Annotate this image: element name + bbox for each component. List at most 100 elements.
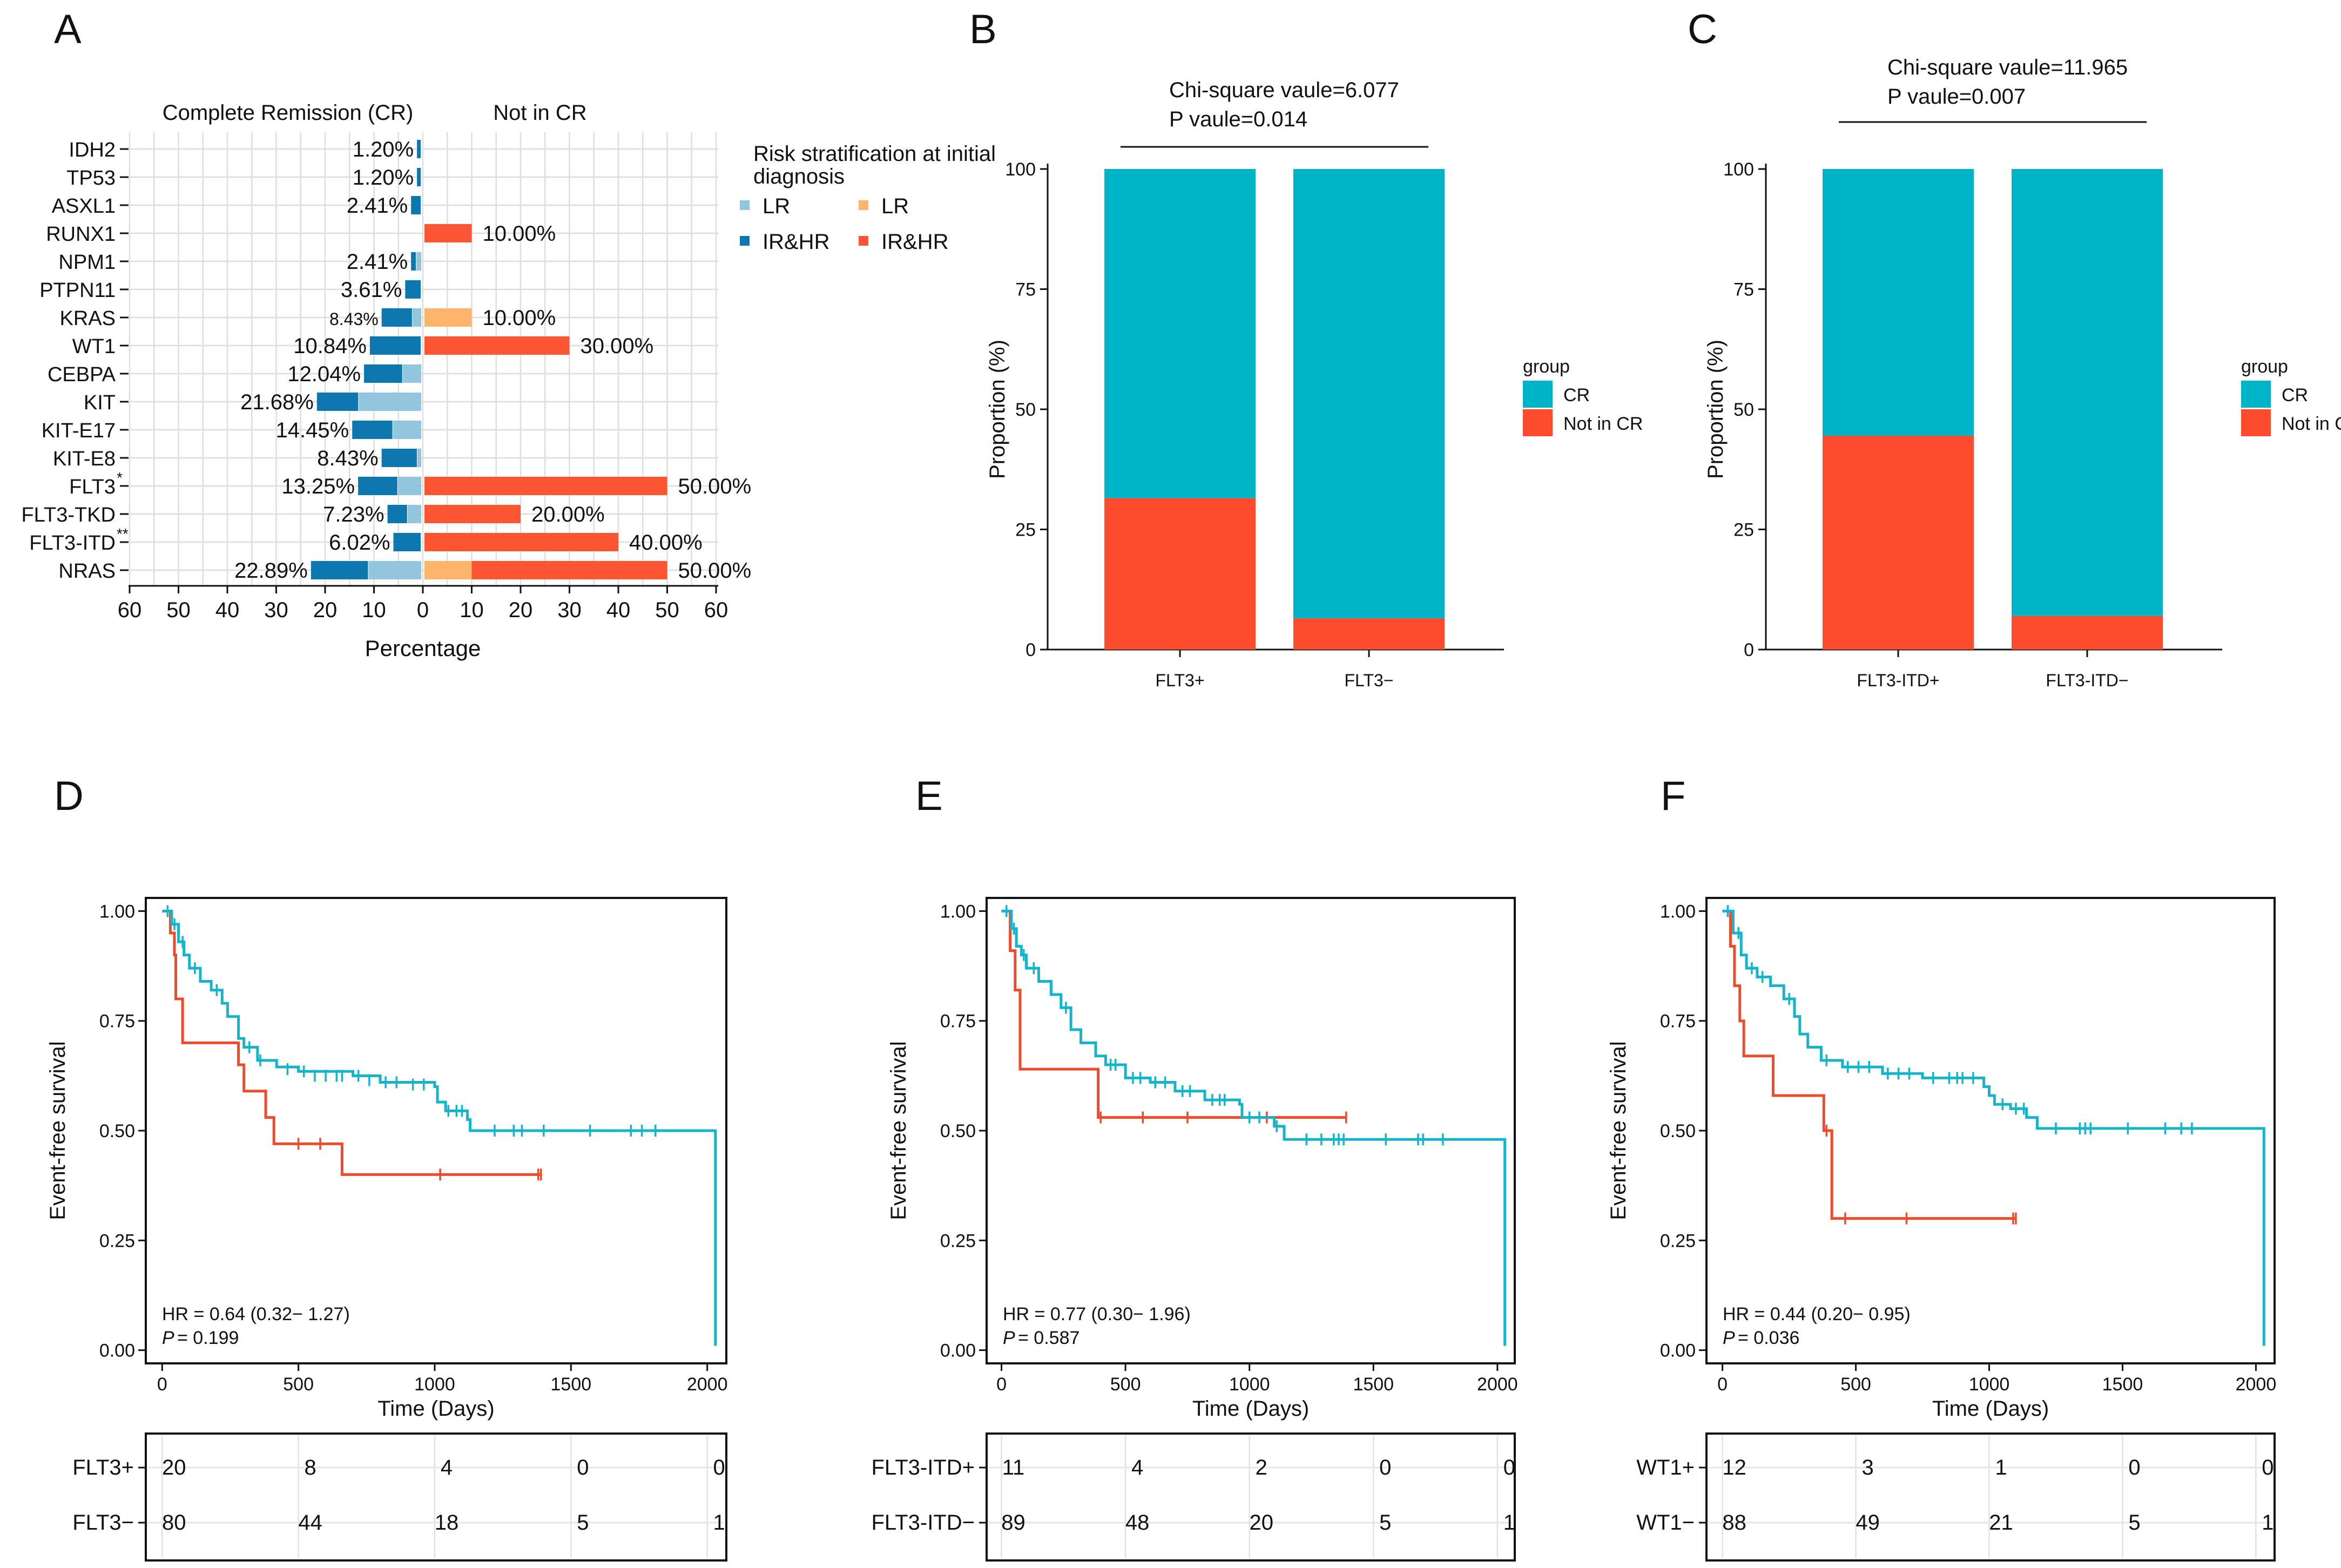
bar-cr-lr — [412, 308, 421, 327]
bar-segment-not-in-cr — [1823, 435, 1974, 650]
risk-table-count: 5 — [2128, 1511, 2140, 1535]
cr-percent-label: 7.23% — [323, 503, 384, 526]
risk-table-count: 1 — [1995, 1456, 2007, 1479]
panel-letter-A: A — [54, 6, 82, 52]
risk-table-row-label: WT1− — [1636, 1511, 1695, 1535]
risk-table-count: 0 — [2128, 1456, 2140, 1479]
risk-table-row-label: WT1+ — [1636, 1456, 1695, 1479]
legend-label-not-in-cr: Not in CR — [1563, 414, 1643, 434]
bar-segment-not-in-cr — [1293, 618, 1445, 650]
bar-cr-lr — [393, 421, 421, 439]
cr-percent-label: 1.20% — [353, 166, 414, 190]
legend-title: group — [1523, 356, 1570, 377]
bar-segment-cr — [1823, 169, 1974, 436]
panel-c-stacked-bar-chart: 0 25 50 75 100 FLT3-ITD+ FLT3-ITD− Proportion (… — [1704, 56, 2341, 690]
legend-label: IR&HR — [763, 230, 829, 254]
y-axis-title: Event-free survival — [887, 1041, 910, 1220]
x-tick-label: FLT3-ITD+ — [1857, 671, 1939, 690]
risk-table-count: 18 — [435, 1511, 459, 1535]
panel-d-risk-table: FLT3+ 20 8 4 0 0 FLT3− 80 44 18 5 1 — [72, 1432, 727, 1562]
survival-curve-flt3- — [162, 909, 717, 1346]
x-axis-title: Time (Days) — [1932, 1397, 2049, 1421]
y-tick-label: 25 — [1015, 520, 1036, 540]
not-cr-percent-label: 20.00% — [531, 503, 605, 526]
cr-percent-label: 1.20% — [353, 138, 414, 161]
survival-curve-wt1- — [1722, 909, 2265, 1346]
not-cr-percent-label: 10.00% — [483, 222, 556, 246]
x-tick-label: FLT3− — [1345, 671, 1394, 690]
bar-not-cr-lr — [424, 308, 472, 327]
risk-table-count: 0 — [577, 1456, 589, 1479]
y-tick-label: 0.00 — [940, 1341, 976, 1361]
bar-not-cr-ir-hr — [424, 224, 472, 242]
x-tick-label: 500 — [1840, 1374, 1871, 1395]
bar-not-cr-ir-hr — [424, 533, 618, 551]
bar-cr-lr — [407, 505, 421, 523]
y-tick-label: 0.50 — [940, 1121, 976, 1141]
hazard-ratio-text: HR = 0.77 (0.30− 1.96) — [1003, 1304, 1191, 1324]
legend-title: group — [2241, 356, 2288, 377]
bar-segment-not-in-cr — [2012, 616, 2163, 650]
panel-f-kaplan-meier: 0.000.250.500.751.000 500 1000 1500 2000Time… — [1607, 897, 2276, 1562]
x-tick-label: 40 — [606, 598, 631, 622]
p-value-text: = 0.199 — [177, 1328, 239, 1348]
hazard-ratio-text: HR = 0.64 (0.32− 1.27) — [162, 1304, 350, 1324]
y-axis-title: Event-free survival — [1607, 1041, 1630, 1220]
risk-table-count: 0 — [713, 1456, 725, 1479]
bar-not-cr-ir-hr — [424, 336, 570, 355]
category-label: KIT-E8 — [53, 448, 116, 470]
cr-percent-label: 2.41% — [347, 194, 408, 218]
x-tick-label: 1500 — [551, 1374, 592, 1395]
bar-cr-ir-hr — [417, 140, 421, 158]
bar-cr-ir-hr — [352, 421, 393, 439]
x-tick-label: 500 — [283, 1374, 314, 1395]
y-tick-label: 0.25 — [99, 1231, 135, 1251]
y-tick-label: 75 — [1015, 280, 1036, 300]
panel-letter-E: E — [915, 773, 943, 819]
y-tick-label: 100 — [1005, 159, 1036, 180]
risk-table-count: 12 — [1722, 1456, 1746, 1479]
bar-cr-ir-hr — [411, 196, 421, 214]
risk-table-frame — [986, 1432, 1516, 1562]
category-label: WT1 — [72, 335, 116, 358]
y-tick-label: 1.00 — [99, 901, 135, 922]
bar-cr-ir-hr — [369, 336, 421, 355]
x-tick-label: 40 — [215, 598, 240, 622]
bar-segment-not-in-cr — [1104, 498, 1256, 650]
risk-table-count: 1 — [713, 1511, 725, 1535]
risk-table-row-label: FLT3− — [72, 1511, 134, 1535]
not-cr-percent-label: 30.00% — [581, 334, 654, 358]
bar-cr-ir-hr — [316, 393, 359, 411]
y-axis-title: Proportion (%) — [1704, 340, 1728, 479]
x-tick-label: 50 — [655, 598, 679, 622]
legend-swatch-not-in-cr — [1523, 409, 1553, 436]
x-tick-label: 0 — [417, 598, 429, 622]
x-tick-label: 30 — [264, 598, 288, 622]
legend-swatch-cr — [1523, 381, 1553, 408]
bar-cr-lr — [368, 561, 421, 579]
category-label: PTPN11 — [39, 279, 116, 302]
bar-cr-ir-hr — [381, 449, 417, 467]
risk-table-count: 5 — [1379, 1511, 1391, 1535]
x-tick-label: 60 — [118, 598, 142, 622]
not-cr-percent-label: 40.00% — [629, 531, 703, 555]
panel-b-stacked-bar-chart: 0 25 50 75 100 FLT3+ FLT3− Proportion (%) Chi-sq… — [986, 78, 1643, 690]
legend-swatch — [859, 236, 868, 246]
x-tick-label: 30 — [557, 598, 582, 622]
y-tick-label: 50 — [1015, 400, 1036, 420]
x-tick-label: 0 — [157, 1374, 167, 1395]
bar-cr-ir-hr — [381, 308, 412, 327]
survival-curve-flt3-itd- — [1001, 909, 1507, 1346]
x-tick-label: 10 — [460, 598, 484, 622]
x-tick-label: 2000 — [1477, 1374, 1518, 1395]
category-label: FLT3-ITD — [29, 532, 116, 555]
risk-table-count: 44 — [298, 1511, 322, 1535]
cr-side-title: Complete Remission (CR) — [163, 101, 414, 125]
y-tick-label: 25 — [1733, 520, 1754, 540]
cr-percent-label: 13.25% — [281, 475, 355, 498]
risk-table-count: 2 — [1256, 1456, 1267, 1479]
bar-cr-lr — [397, 477, 421, 495]
risk-table-count: 88 — [1722, 1511, 1746, 1535]
